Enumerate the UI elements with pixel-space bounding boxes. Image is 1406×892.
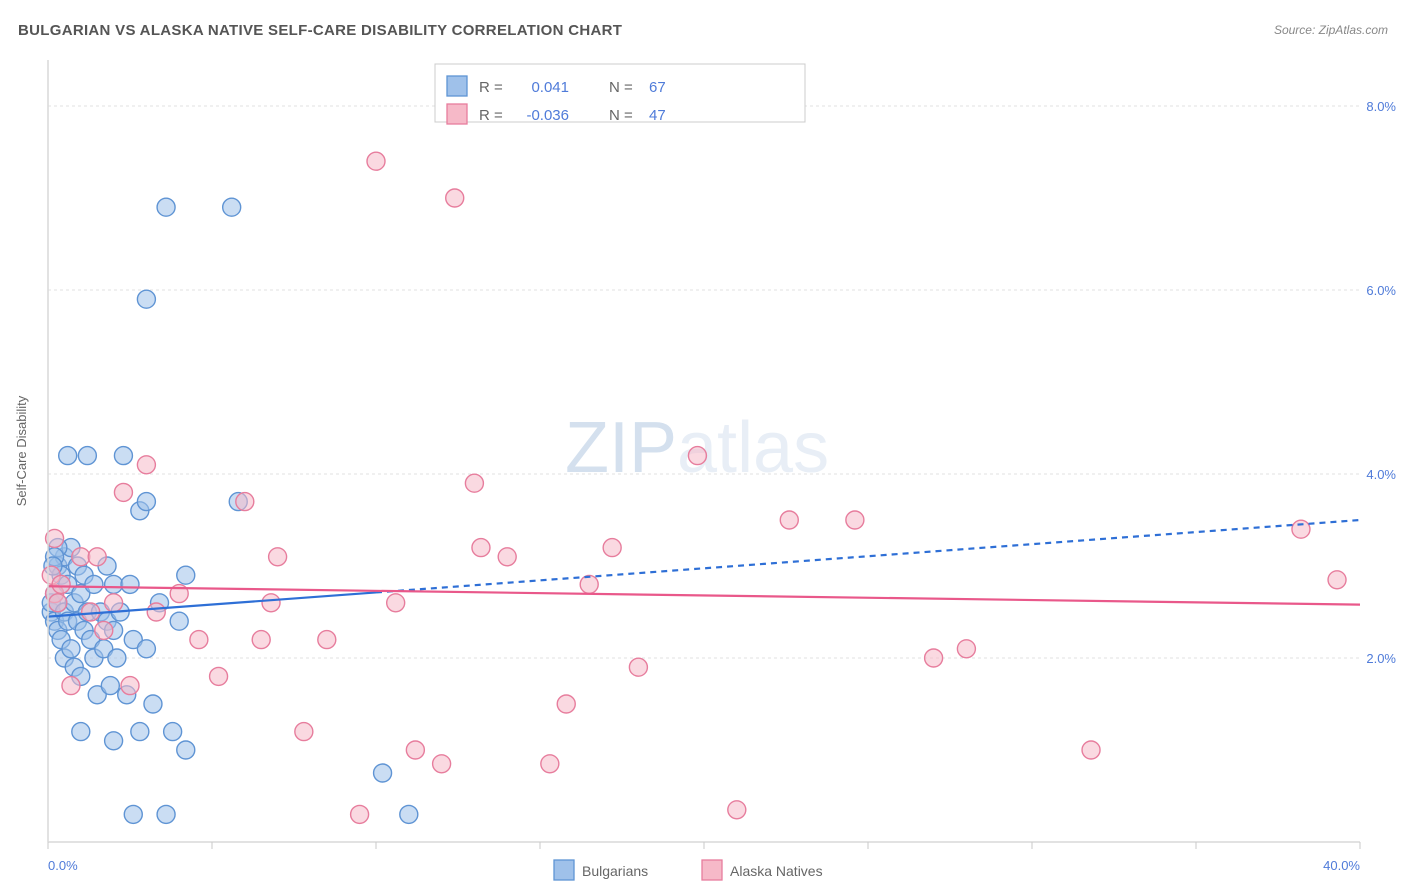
scatter-point	[603, 539, 621, 557]
stats-n-value: 67	[649, 79, 666, 96]
scatter-point	[85, 575, 103, 593]
scatter-point	[137, 640, 155, 658]
chart-container: ZIPatlas0.0%40.0%2.0%4.0%6.0%8.0%Self-Ca…	[0, 42, 1406, 892]
stats-r-label: R =	[479, 107, 503, 124]
scatter-point	[780, 511, 798, 529]
y-tick-label: 6.0%	[1366, 283, 1396, 298]
stats-r-value: 0.041	[531, 79, 569, 96]
scatter-point	[262, 594, 280, 612]
scatter-point	[157, 805, 175, 823]
scatter-point	[925, 649, 943, 667]
scatter-point	[190, 631, 208, 649]
scatter-point	[318, 631, 336, 649]
legend-swatch	[702, 860, 722, 880]
scatter-point	[105, 732, 123, 750]
scatter-point	[114, 447, 132, 465]
stats-r-label: R =	[479, 79, 503, 96]
scatter-point	[114, 483, 132, 501]
scatter-point	[223, 198, 241, 216]
scatter-point	[210, 667, 228, 685]
stats-n-value: 47	[649, 107, 666, 124]
scatter-point	[62, 677, 80, 695]
scatter-point	[295, 723, 313, 741]
legend-label: Bulgarians	[582, 863, 648, 879]
scatter-point	[59, 447, 77, 465]
scatter-point	[498, 548, 516, 566]
scatter-point	[557, 695, 575, 713]
y-tick-label: 8.0%	[1366, 99, 1396, 114]
scatter-point	[137, 493, 155, 511]
scatter-point	[101, 677, 119, 695]
scatter-point	[433, 755, 451, 773]
scatter-point	[367, 152, 385, 170]
scatter-point	[1328, 571, 1346, 589]
chart-title: BULGARIAN VS ALASKA NATIVE SELF-CARE DIS…	[18, 22, 622, 39]
scatter-point	[95, 621, 113, 639]
scatter-point	[688, 447, 706, 465]
legend-swatch	[447, 76, 467, 96]
scatter-point	[164, 723, 182, 741]
scatter-point	[472, 539, 490, 557]
scatter-point	[957, 640, 975, 658]
scatter-point	[105, 594, 123, 612]
y-axis-label: Self-Care Disability	[14, 395, 29, 506]
scatter-chart: ZIPatlas0.0%40.0%2.0%4.0%6.0%8.0%Self-Ca…	[0, 42, 1406, 892]
scatter-point	[121, 575, 139, 593]
scatter-point	[147, 603, 165, 621]
scatter-point	[105, 575, 123, 593]
scatter-point	[170, 612, 188, 630]
scatter-point	[137, 456, 155, 474]
scatter-point	[629, 658, 647, 676]
scatter-point	[728, 801, 746, 819]
scatter-point	[387, 594, 405, 612]
scatter-point	[157, 198, 175, 216]
scatter-point	[351, 805, 369, 823]
scatter-point	[88, 548, 106, 566]
scatter-point	[406, 741, 424, 759]
scatter-point	[108, 649, 126, 667]
scatter-point	[78, 447, 96, 465]
scatter-point	[269, 548, 287, 566]
scatter-point	[131, 723, 149, 741]
scatter-point	[177, 566, 195, 584]
stats-r-value: -0.036	[526, 107, 569, 124]
scatter-point	[177, 741, 195, 759]
scatter-point	[465, 474, 483, 492]
scatter-point	[121, 677, 139, 695]
scatter-point	[846, 511, 864, 529]
y-tick-label: 4.0%	[1366, 467, 1396, 482]
scatter-point	[446, 189, 464, 207]
scatter-point	[541, 755, 559, 773]
scatter-point	[252, 631, 270, 649]
x-tick-label: 40.0%	[1323, 858, 1360, 873]
y-tick-label: 2.0%	[1366, 651, 1396, 666]
scatter-point	[580, 575, 598, 593]
source-prefix: Source:	[1274, 23, 1319, 37]
scatter-point	[400, 805, 418, 823]
scatter-point	[62, 640, 80, 658]
chart-source: Source: ZipAtlas.com	[1274, 23, 1388, 37]
scatter-point	[236, 493, 254, 511]
scatter-point	[49, 594, 67, 612]
x-tick-label: 0.0%	[48, 858, 78, 873]
scatter-point	[144, 695, 162, 713]
legend-label: Alaska Natives	[730, 863, 823, 879]
scatter-point	[374, 764, 392, 782]
stats-n-label: N =	[609, 107, 633, 124]
scatter-point	[72, 548, 90, 566]
scatter-point	[1292, 520, 1310, 538]
legend-swatch	[447, 104, 467, 124]
scatter-point	[1082, 741, 1100, 759]
scatter-point	[124, 805, 142, 823]
source-name: ZipAtlas.com	[1319, 23, 1388, 37]
scatter-point	[137, 290, 155, 308]
stats-n-label: N =	[609, 79, 633, 96]
scatter-point	[52, 575, 70, 593]
scatter-point	[72, 723, 90, 741]
legend-swatch	[554, 860, 574, 880]
